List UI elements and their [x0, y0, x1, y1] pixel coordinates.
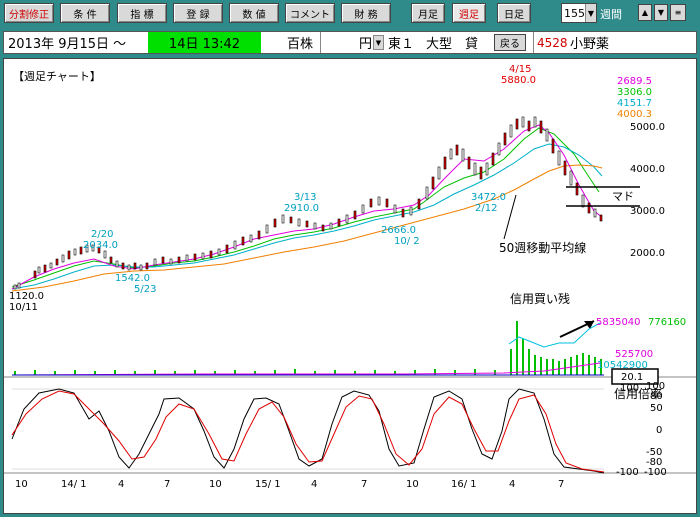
low3-price-label: 3472.0: [471, 192, 506, 203]
osc-axis-label: 100: [646, 381, 665, 392]
osc-axis-label: 80: [650, 391, 663, 402]
x-axis-label: 15/ 1: [255, 479, 281, 490]
x-axis-label: 4: [311, 479, 317, 490]
scroll-down-button[interactable]: ▼: [654, 4, 668, 21]
gap-label: マド: [612, 190, 634, 203]
credit-buy-line: [508, 322, 601, 348]
stochastic-k-line: [11, 388, 605, 474]
monthly-button[interactable]: 月足: [411, 3, 445, 23]
low1-price-label: 1542.0: [115, 273, 150, 284]
toolbar: 分割修正 条 件 指 標 登 録 数 値 コメント 財 務 月足 週足 日足 1…: [0, 0, 700, 28]
back-button[interactable]: 戻る: [494, 34, 526, 51]
credit-ratio-box: [611, 368, 659, 385]
x-axis-label: 10: [15, 479, 28, 490]
chevron-down-icon[interactable]: ▼: [585, 4, 596, 22]
unit-label: 百株: [287, 37, 314, 52]
peak-date-label: 4/15: [509, 64, 531, 75]
period-date: 2013年 9月15日 ～: [8, 37, 127, 52]
weeks-select[interactable]: 155 ▼: [561, 3, 597, 23]
stochastic-d-line: [11, 390, 605, 473]
financials-button[interactable]: 財 務: [341, 3, 391, 23]
legend-ma-2: 3306.0: [617, 87, 652, 98]
volume-value: 776160: [648, 317, 686, 328]
high1-price-label: 2034.0: [83, 240, 118, 251]
high2-price-label: 2910.0: [284, 203, 319, 214]
comment-button[interactable]: コメント: [285, 3, 335, 23]
price-axis-label: 4000.0: [630, 164, 665, 175]
chart-panel: 【週足チャート】 2689.5 3306.0 4151.7 4000.3 500…: [3, 58, 697, 514]
credit-sell-value: 525700: [615, 349, 653, 360]
low1-date-label: 5/23: [134, 284, 156, 295]
x-axis-label: 4: [118, 479, 124, 490]
high2-date-label: 3/13: [294, 192, 316, 203]
market-label: 東１: [388, 37, 415, 52]
size-label: 大型: [426, 37, 453, 52]
high1-date-label: 2/20: [91, 229, 113, 240]
ma-50-label: 50週移動平均線: [499, 240, 586, 255]
weeks-value: 155: [564, 6, 585, 20]
ma-pointer-line: [503, 194, 517, 240]
split-adjust-button[interactable]: 分割修正: [4, 3, 54, 23]
legend-ma-3: 4151.7: [617, 98, 652, 109]
credit-ratio-value: 20.1: [621, 372, 643, 383]
credit-ratio-label: 信用倍率: [614, 386, 662, 401]
chart-title: 【週足チャート】: [13, 70, 101, 83]
info-bar: 2013年 9月15日 ～ 14日 13:42 百株 円 ▼ 東１ 大型 貸 戻…: [3, 31, 697, 54]
osc-axis-label: 0: [656, 425, 662, 436]
credit-total-value: 10542900: [597, 360, 648, 371]
weekly-chart: 【週足チャート】 2689.5 3306.0 4151.7 4000.3 500…: [4, 64, 696, 490]
stock-code[interactable]: 4528: [533, 32, 568, 53]
osc-axis-label-left: 100: [620, 383, 639, 394]
legend-ma-1: 2689.5: [617, 76, 652, 87]
credit-sell-line: [11, 362, 601, 376]
start-price-label: 1120.0: [9, 291, 44, 302]
low3-date-label: 2/12: [475, 203, 497, 214]
start-date-label: 10/11: [9, 302, 38, 313]
x-axis-label: 7: [361, 479, 367, 490]
legend-ma-4: 4000.3: [617, 109, 652, 120]
x-axis-label: 4: [509, 479, 515, 490]
currency-value: 円: [358, 37, 372, 52]
weekly-button[interactable]: 週足: [452, 3, 486, 23]
price-axis-label: 2000.0: [630, 248, 665, 259]
x-axis-label: 16/ 1: [451, 479, 477, 490]
numbers-button[interactable]: 数 値: [229, 3, 279, 23]
ma-26-line: [11, 143, 603, 290]
x-axis-label: 14/ 1: [61, 479, 87, 490]
lending-label: 貸: [465, 37, 479, 52]
peak-price-label: 5880.0: [501, 75, 536, 86]
x-axis-label: 7: [164, 479, 170, 490]
ma-50-line: [11, 164, 603, 292]
volume-bars: [14, 321, 602, 375]
osc-axis-label: 50: [650, 403, 663, 414]
osc-axis-label: -100: [644, 467, 667, 478]
x-axis-label: 10: [406, 479, 419, 490]
osc-axis-label-left: -100: [616, 467, 639, 478]
credit-buy-value: 5835040: [596, 317, 641, 328]
conditions-button[interactable]: 条 件: [60, 3, 110, 23]
low2-price-label: 2666.0: [381, 225, 416, 236]
indicators-button[interactable]: 指 標: [117, 3, 167, 23]
price-axis-label: 5000.0: [630, 122, 665, 133]
daily-button[interactable]: 日足: [497, 3, 531, 23]
chevron-down-icon[interactable]: ▼: [373, 35, 384, 50]
scroll-up-button[interactable]: ▲: [638, 4, 652, 21]
x-axis-label: 10: [209, 479, 222, 490]
price-axis-label: 3000.0: [630, 206, 665, 217]
osc-axis-label: -80: [646, 457, 662, 468]
weeks-label: 週間: [600, 8, 622, 21]
menu-icon[interactable]: ≡: [670, 4, 686, 21]
low2-date-label: 10/ 2: [394, 236, 420, 247]
stock-name: 小野薬: [570, 37, 610, 52]
currency-select[interactable]: 円 ▼: [320, 32, 384, 53]
register-button[interactable]: 登 録: [173, 3, 223, 23]
candlesticks: [13, 116, 603, 290]
osc-axis-label: -50: [646, 447, 662, 458]
x-axis-label: 7: [558, 479, 564, 490]
arrow-up-right-icon: [584, 321, 594, 329]
credit-buy-label: 信用買い残: [510, 292, 570, 306]
update-time: 14日 13:42: [148, 32, 261, 53]
